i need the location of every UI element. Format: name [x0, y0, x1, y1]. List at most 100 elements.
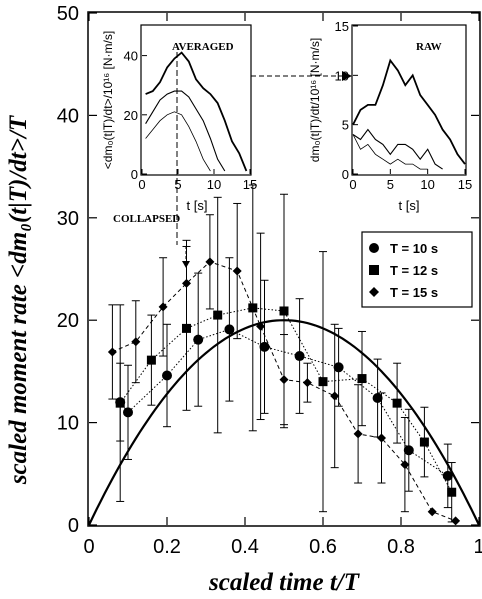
- y-tick-label: 10: [57, 413, 79, 435]
- data-point-diamond: [279, 375, 289, 385]
- x-tick-label: 1: [473, 536, 482, 558]
- inset-averaged-series-line-2: [145, 90, 226, 172]
- data-point-square: [392, 398, 402, 408]
- inset-raw-x-tick-label: 15: [458, 177, 472, 192]
- legend-label-t15: T = 15 s: [390, 285, 438, 300]
- legend: T = 10 s T = 12 s T = 15 s: [361, 231, 473, 308]
- data-point-square: [318, 377, 328, 387]
- inset-raw-x-label: t [s]: [399, 198, 420, 213]
- y-tick-label: 20: [57, 310, 79, 332]
- legend-box: [361, 231, 473, 308]
- data-point-diamond: [131, 337, 141, 347]
- series-markers-layer: [107, 257, 461, 526]
- data-point-square: [447, 487, 457, 497]
- inset-raw-y-tick-label: 15: [335, 19, 349, 34]
- main-plot-frame: [87, 11, 481, 527]
- data-point-diamond: [302, 378, 312, 388]
- inset-raw-lines: [352, 58, 466, 170]
- data-point-circle: [403, 445, 414, 456]
- inset-averaged-x-ticks: 0 5 10 15: [138, 169, 257, 192]
- inset-raw-y-label: dm₀(t|T)/dt/10¹⁶ [N·m/s]: [308, 38, 322, 162]
- x-tick-label: 0.6: [309, 536, 337, 558]
- inset-averaged-y-tick-label: 40: [124, 49, 138, 64]
- x-tick-label: 0.8: [387, 536, 415, 558]
- inset-averaged-x-tick-label: 15: [243, 177, 257, 192]
- data-point-diamond: [232, 266, 242, 276]
- inset-raw-x-tick-label: 10: [420, 177, 434, 192]
- inset-raw-y-tick-label: 0: [342, 167, 349, 182]
- inset-raw: RAW 0 5 10 15 0 5 10 15 t [s] dm₀(t|T)/dt/10¹⁶…: [308, 19, 472, 213]
- inset-raw-x-ticks: 0 5 10 15: [349, 169, 472, 192]
- legend-label-t10: T = 10 s: [390, 241, 438, 256]
- inset-averaged-x-label: t [s]: [187, 198, 208, 213]
- inset-averaged-y-tick-label: 0: [131, 167, 138, 182]
- legend-marker-square: [369, 265, 379, 275]
- data-point-square: [115, 398, 125, 408]
- inset-raw-y-tick-label: 5: [342, 118, 349, 133]
- x-tick-label: 0: [83, 536, 94, 558]
- series-line-2: [119, 307, 453, 493]
- inset-raw-title: RAW: [416, 41, 442, 53]
- data-point-circle: [259, 341, 270, 352]
- inset-raw-x-tick-label: 5: [387, 177, 394, 192]
- inset-averaged-x-tick-label: 5: [174, 177, 181, 192]
- inset-averaged-y-ticks: 0 20 40: [124, 49, 147, 182]
- data-point-square: [182, 323, 191, 333]
- data-point-square: [146, 355, 156, 365]
- x-axis-title: scaled time t/T: [208, 569, 361, 596]
- inset-raw-series-line-2: [352, 128, 443, 170]
- y-tick-label: 50: [57, 3, 79, 25]
- inset-averaged-y-tick-label: 20: [124, 108, 138, 123]
- legend-marker-circle: [369, 243, 379, 253]
- data-point-circle: [294, 351, 305, 362]
- data-point-circle: [333, 362, 344, 373]
- inset-averaged-title: AVERAGED: [172, 41, 234, 53]
- data-point-diamond: [205, 257, 215, 267]
- data-point-circle: [224, 324, 235, 335]
- collapsed-annotation: COLLAPSED: [113, 213, 180, 225]
- data-point-square: [279, 306, 289, 316]
- y-tick-label: 0: [68, 515, 79, 537]
- error-bars-layer: [108, 184, 456, 523]
- inset-averaged: AVERAGED 0 5 10 15 0 20 40 t [s] <dm₀(t|T)/dt…: [101, 24, 257, 245]
- main-x-ticks: 0 0.2 0.4 0.6 0.8 1: [83, 13, 482, 558]
- inset-averaged-series-line-3: [145, 111, 211, 172]
- inset-raw-series-line-3: [352, 134, 428, 170]
- data-point-square: [419, 437, 429, 447]
- inset-averaged-x-tick-label: 10: [207, 177, 221, 192]
- inset-raw-x-tick-label: 0: [349, 177, 356, 192]
- x-tick-label: 0.4: [231, 536, 259, 558]
- data-point-diamond: [377, 433, 386, 443]
- data-point-diamond: [256, 321, 266, 331]
- y-tick-label: 30: [57, 208, 79, 230]
- data-point-circle: [193, 334, 204, 345]
- legend-marker-diamond: [369, 287, 379, 297]
- inset-averaged-frame: [140, 24, 252, 176]
- data-point-square: [357, 374, 367, 384]
- data-point-circle: [442, 470, 453, 481]
- legend-label-t12: T = 12 s: [390, 263, 438, 278]
- data-point-diamond: [107, 347, 117, 357]
- data-point-diamond: [400, 460, 410, 470]
- inset-raw-y-ticks: 0 5 10 15: [335, 19, 358, 182]
- collapsed-arrow-head: [182, 261, 190, 268]
- data-point-diamond: [427, 507, 437, 517]
- data-point-diamond: [182, 278, 191, 288]
- inset-raw-y-tick-label: 10: [335, 68, 349, 83]
- inset-averaged-series-line-1: [145, 51, 248, 172]
- data-point-circle: [162, 370, 172, 381]
- data-point-circle: [123, 407, 133, 418]
- inset-raw-frame: [351, 24, 467, 176]
- data-point-diamond: [330, 391, 340, 401]
- data-point-diamond: [353, 429, 363, 439]
- data-point-circle: [372, 393, 383, 404]
- x-tick-label: 0.2: [153, 536, 181, 558]
- data-point-diamond: [158, 302, 168, 312]
- data-point-diamond: [451, 516, 461, 526]
- y-axis-title: scaled moment rate <dm₀(t|T)/dt>/T: [5, 114, 32, 485]
- inset-averaged-lines: [145, 51, 248, 172]
- y-tick-label: 40: [57, 105, 79, 127]
